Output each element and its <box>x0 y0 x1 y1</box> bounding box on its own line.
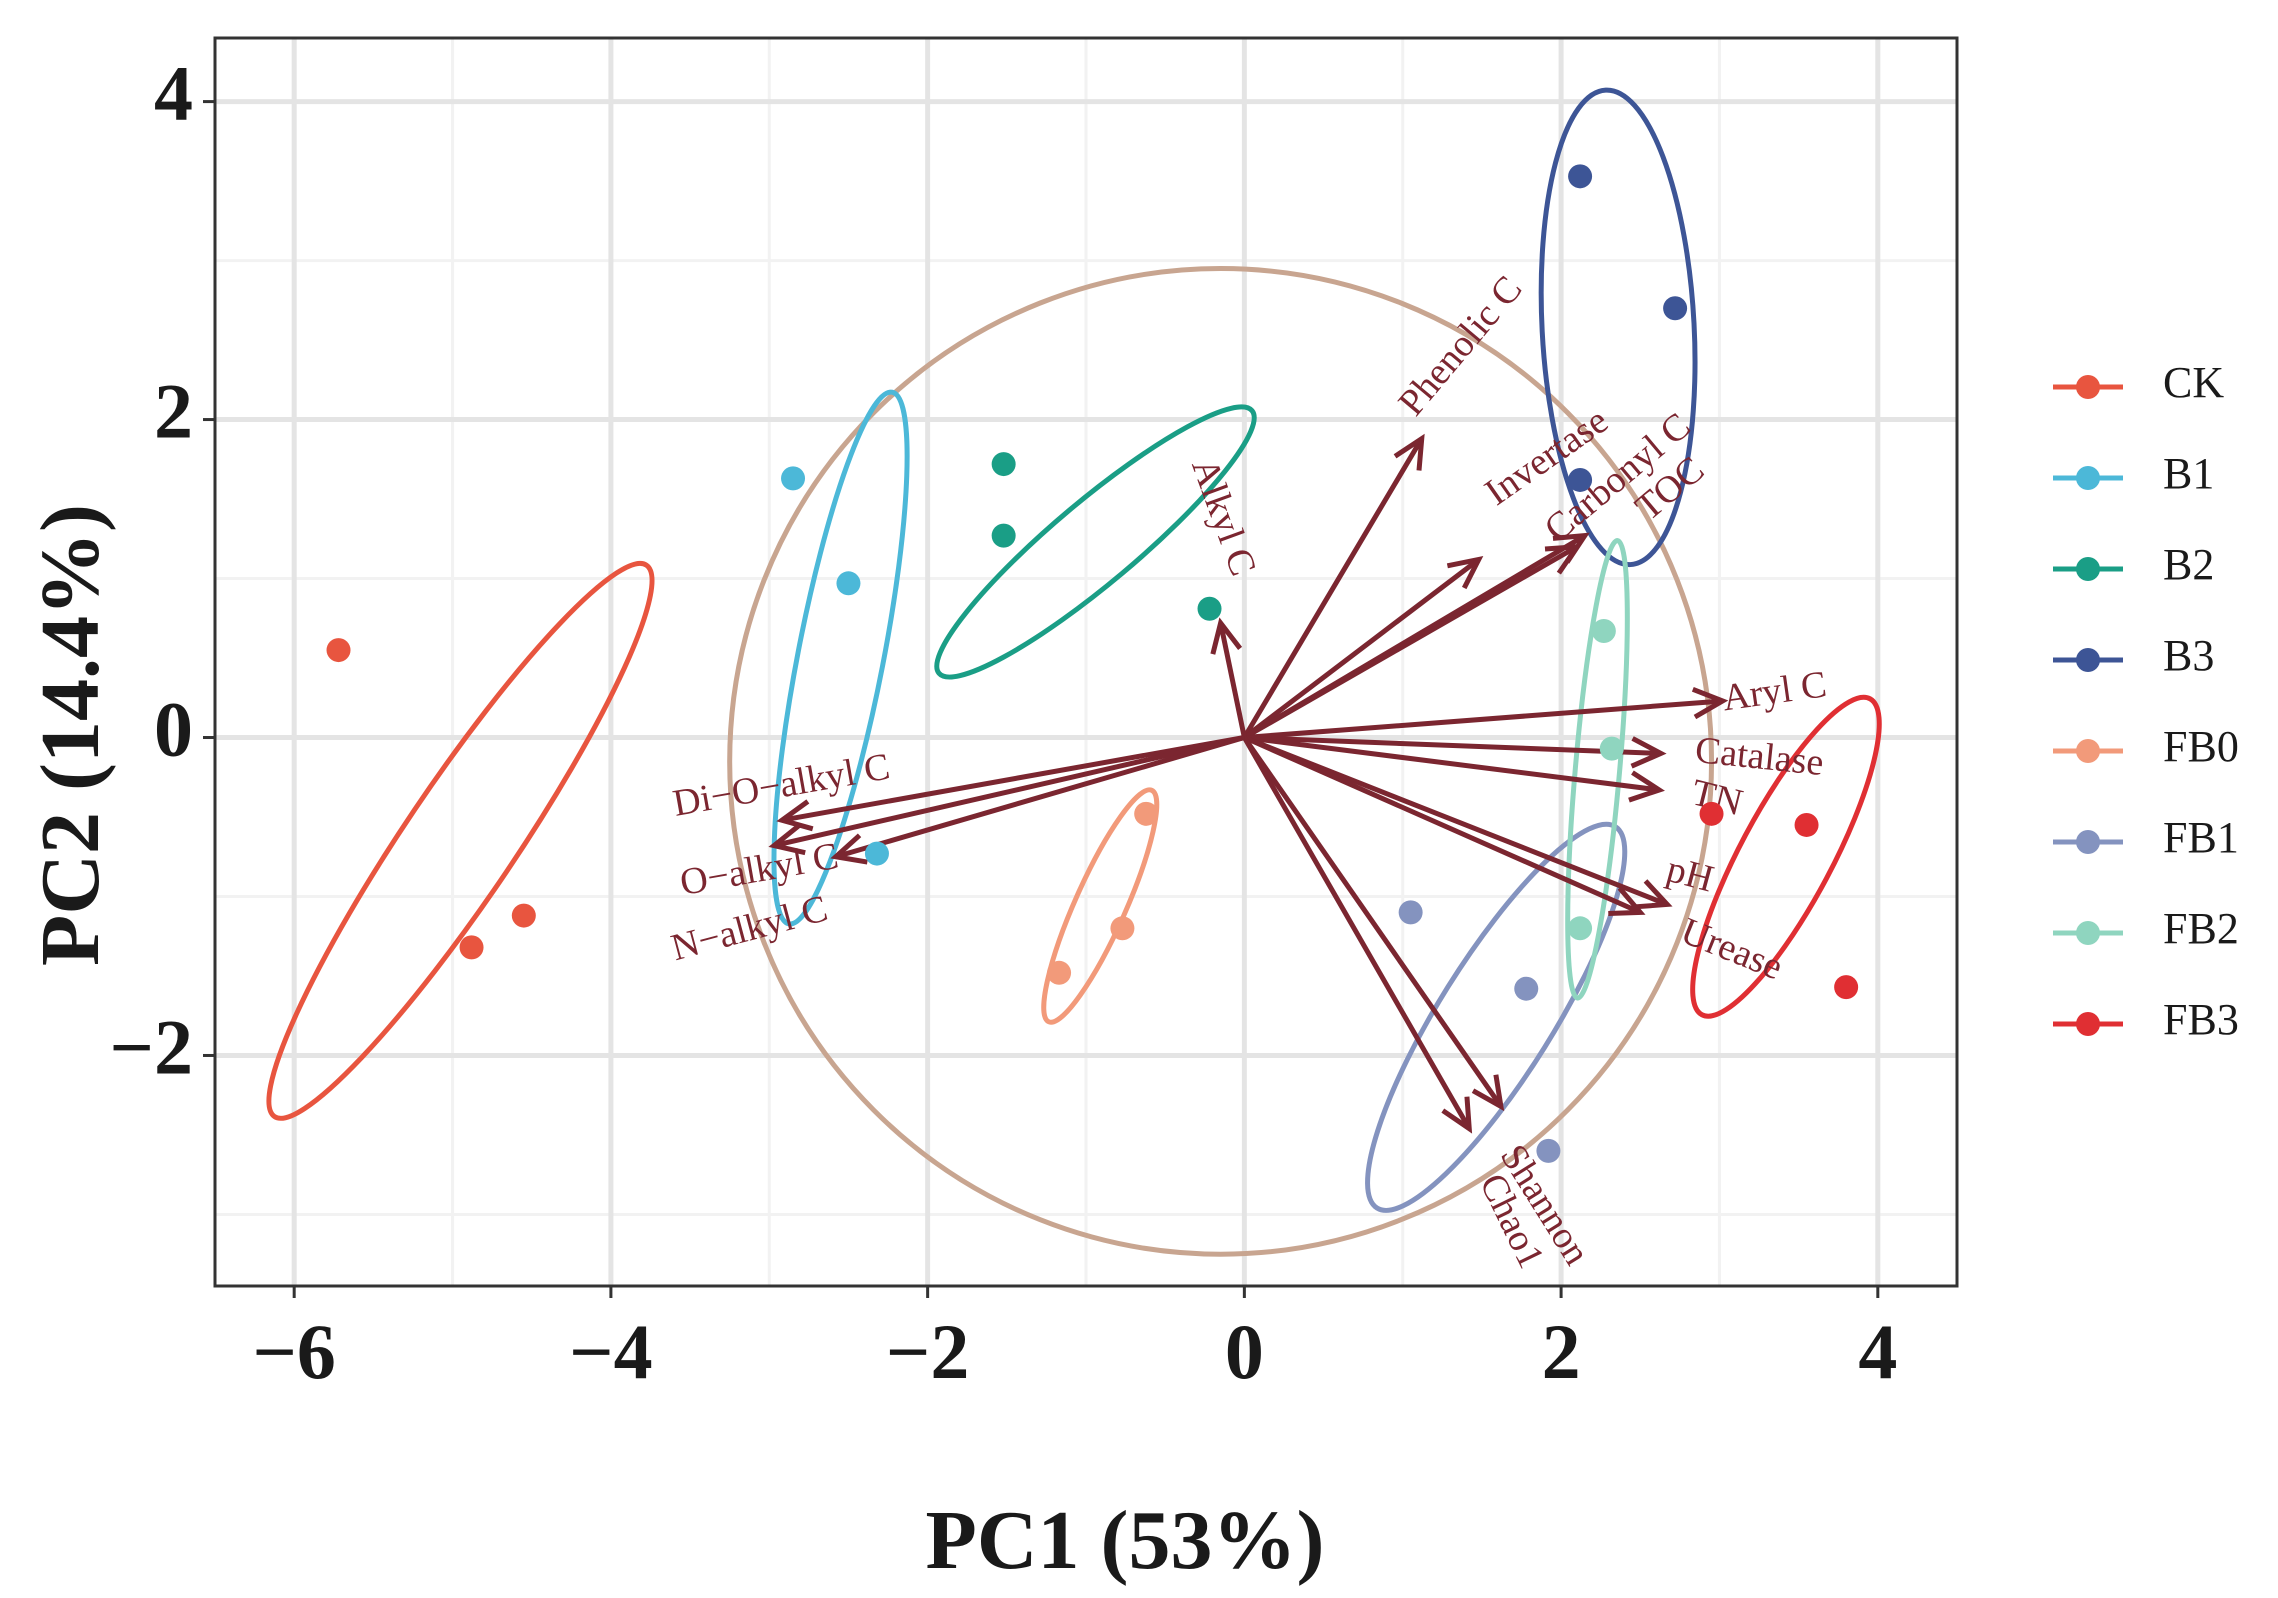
legend-key-point-fb0 <box>2076 739 2100 763</box>
legend-key-point-fb3 <box>2076 1012 2100 1036</box>
point-fb3 <box>1834 975 1859 1000</box>
legend-key-point-fb1 <box>2076 830 2100 854</box>
sample-points <box>326 164 1859 1163</box>
point-fb0 <box>1134 801 1159 826</box>
ellipse-b2 <box>934 404 1257 680</box>
x-tick-label: −6 <box>252 1308 335 1395</box>
arrow-shannon <box>1242 736 1503 1108</box>
arrow-phenolic-c <box>1242 437 1424 739</box>
point-ck <box>326 638 351 663</box>
x-tick-label: 4 <box>1858 1308 1897 1395</box>
arrow-label-phenolic-c: Phenolic C <box>1390 268 1530 424</box>
legend-label-b1: B1 <box>2163 449 2214 498</box>
arrowhead-tn <box>1628 770 1665 803</box>
plot-panel-border <box>213 36 1959 1288</box>
point-b2 <box>991 452 1016 477</box>
arrowhead-shannon <box>1471 1074 1505 1112</box>
arrowhead-aryl-c <box>1691 686 1729 720</box>
point-b2 <box>991 523 1016 548</box>
arrow-di-o-alkyl-c <box>781 735 1245 823</box>
point-b1 <box>864 841 889 866</box>
arrow-alkyl-c <box>1218 622 1247 739</box>
arrow-label-ph: pH <box>1662 848 1718 901</box>
point-fb2 <box>1591 618 1616 643</box>
arrowhead-chao1 <box>1441 1096 1473 1134</box>
correlation-circle-layer <box>727 266 1715 1257</box>
ellipse-b1 <box>771 389 910 927</box>
point-ck <box>459 935 484 960</box>
point-fb3 <box>1794 812 1819 837</box>
grid <box>215 38 1957 1286</box>
arrowhead-phenolic-c <box>1393 433 1425 471</box>
axis-ticks: −6 −4 −2 0 2 4 −2 0 2 4 <box>110 49 1898 1395</box>
x-tick-label: −4 <box>569 1308 652 1395</box>
legend-label-b3: B3 <box>2163 631 2214 680</box>
ellipse-layer <box>266 87 1882 1213</box>
legend-label-fb3: FB3 <box>2163 995 2239 1044</box>
legend-label-ck: CK <box>2163 358 2224 407</box>
legend-key-point-fb2 <box>2076 921 2100 945</box>
legend-label-b2: B2 <box>2163 540 2214 589</box>
arrowhead-o-alkyl-c <box>768 823 806 856</box>
legend-label-fb0: FB0 <box>2163 722 2239 771</box>
point-fb1 <box>1398 900 1423 925</box>
x-tick-label: 0 <box>1225 1308 1264 1395</box>
y-tick-label: 2 <box>154 367 193 454</box>
point-fb2 <box>1568 916 1593 941</box>
y-tick-label: 4 <box>154 49 193 136</box>
point-fb2 <box>1599 736 1624 761</box>
arrow-n-alkyl-c <box>835 735 1246 860</box>
point-fb0 <box>1047 960 1072 985</box>
legend-label-fb1: FB1 <box>2163 813 2239 862</box>
y-tick-label: 0 <box>154 685 193 772</box>
point-b3 <box>1568 467 1593 492</box>
arrow-o-alkyl-c <box>773 735 1245 849</box>
point-b3 <box>1568 164 1593 189</box>
point-fb1 <box>1514 976 1539 1001</box>
legend-key-point-b1 <box>2076 466 2100 490</box>
point-b3 <box>1663 296 1688 321</box>
arrow-aryl-c <box>1244 698 1723 741</box>
legend-key-point-b3 <box>2076 648 2100 672</box>
arrowhead-invertase <box>1446 555 1484 590</box>
arrow-urease <box>1243 735 1642 915</box>
point-fb3 <box>1699 801 1724 826</box>
arrow-ph <box>1243 735 1669 907</box>
x-tick-label: 2 <box>1542 1308 1581 1395</box>
point-b1 <box>781 466 806 491</box>
arrow-invertase <box>1242 557 1481 740</box>
arrowhead-di-o-alkyl-c <box>776 799 814 832</box>
ellipse-fb3 <box>1690 694 1882 1019</box>
y-axis-title: PC2 (14.4%) <box>24 504 117 966</box>
arrow-tn <box>1244 735 1660 793</box>
point-b1 <box>836 571 861 596</box>
x-tick-label: −2 <box>886 1308 969 1395</box>
legend: CK B1 B2 B3 FB0 FB1 FB2 FB3 <box>2053 358 2239 1044</box>
arrowhead-ph <box>1635 879 1673 910</box>
arrowhead-n-alkyl-c <box>830 833 868 865</box>
ellipse-ck <box>266 560 655 1121</box>
ellipse-b3 <box>1538 87 1698 568</box>
arrow-label-alkyl-c: Alkyl C <box>1183 453 1264 581</box>
correlation-circle <box>727 266 1715 1257</box>
x-axis-title: PC1 (53%) <box>926 1494 1325 1587</box>
arrow-chao1 <box>1242 736 1472 1130</box>
point-fb0 <box>1110 916 1135 941</box>
point-ck <box>511 903 536 928</box>
arrowhead-catalase <box>1630 736 1667 769</box>
arrow-label-aryl-c: Aryl C <box>1720 663 1829 719</box>
arrow-catalase <box>1244 735 1661 756</box>
legend-label-fb2: FB2 <box>2163 904 2239 953</box>
point-b2 <box>1197 596 1222 621</box>
y-tick-label: −2 <box>110 1003 193 1090</box>
point-fb1 <box>1536 1138 1561 1163</box>
arrowhead-toc <box>1544 543 1582 575</box>
arrowhead-urease <box>1608 886 1646 916</box>
ellipse-fb2 <box>1565 538 1630 1001</box>
legend-key-point-ck <box>2076 375 2100 399</box>
legend-key-point-b2 <box>2076 557 2100 581</box>
arrow-toc <box>1243 544 1579 740</box>
arrowhead-alkyl-c <box>1210 617 1243 655</box>
